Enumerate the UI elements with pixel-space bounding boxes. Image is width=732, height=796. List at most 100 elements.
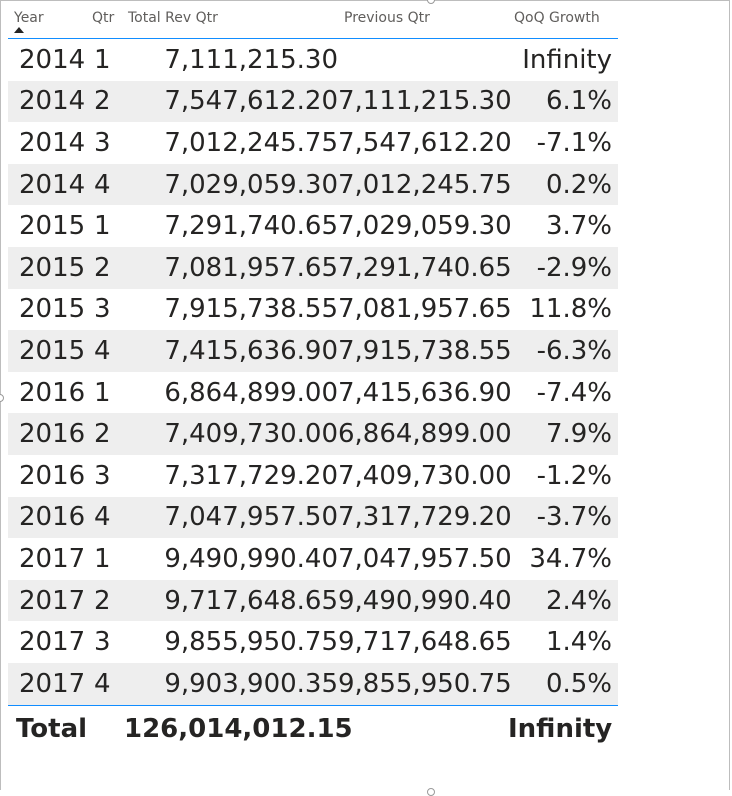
qtr-cell: 1 [94,543,111,574]
previous-qtr-cell: 7,547,612.20 [338,127,512,158]
total-qoq-value: Infinity [508,704,618,752]
year-cell: 2017 [8,662,88,705]
qtr-cell: 3 [94,127,111,158]
qoq-growth-cell: -6.3% [508,330,618,372]
table-row[interactable]: 2017 4 9,903,900.35 9,855,950.75 0.5% [8,662,618,705]
total-rev-cell: 9,855,950.75 [164,627,338,658]
year-cell: 2016 [19,460,86,491]
total-rev-cell: 9,490,990.40 [164,543,338,574]
total-rev-cell: 7,291,740.65 [164,211,338,242]
previous-qtr-cell: 7,915,738.55 [338,330,512,372]
qtr-cell: 1 [94,211,111,242]
year-cell: 2014 [8,80,88,123]
previous-qtr-cell: 7,029,059.30 [338,211,512,242]
total-rev-cell: 9,903,900.35 [124,662,338,705]
qoq-growth-cell: 3.7% [545,211,612,242]
column-header-year[interactable]: Year [8,0,88,39]
previous-qtr-cell: 7,047,957.50 [338,543,512,574]
table-row[interactable]: 2017 3 9,855,950.75 9,717,648.65 1.4% [8,621,618,663]
table-row[interactable]: 2014 3 7,012,245.75 7,547,612.20 -7.1% [8,122,618,164]
table-row[interactable]: 2016 4 7,047,957.50 7,317,729.20 -3.7% [8,496,618,539]
qoq-growth-cell: 1.4% [545,627,612,658]
table-row[interactable]: 2017 2 9,717,648.65 9,490,990.40 2.4% [8,579,618,622]
qoq-growth-cell: -1.2% [536,460,612,491]
table-row[interactable]: 2016 1 6,864,899.00 7,415,636.90 -7.4% [8,372,618,414]
year-cell: 2016 [19,377,86,408]
total-rev-cell: 7,317,729.20 [164,460,338,491]
qtr-cell: 2 [88,246,124,289]
table-row[interactable]: 2017 1 9,490,990.40 7,047,957.50 34.7% [8,538,618,580]
qoq-growth-cell: 0.2% [508,163,618,206]
column-header-qoq-growth-label: QoQ Growth [514,10,600,26]
column-header-qoq-growth[interactable]: QoQ Growth [508,0,618,39]
qoq-growth-cell: 2.4% [508,579,618,622]
qtr-cell: 2 [88,80,124,123]
column-header-year-label: Year [14,10,44,26]
total-rev-cell: 7,915,738.55 [164,294,338,325]
qtr-cell: 2 [88,413,124,455]
column-header-total-rev[interactable]: Total Rev Qtr [124,0,338,39]
year-cell: 2015 [19,211,86,242]
table-row[interactable]: 2014 4 7,029,059.30 7,012,245.75 0.2% [8,163,618,206]
previous-qtr-cell: 9,717,648.65 [338,627,512,658]
total-rev-cell: 7,415,636.90 [124,330,338,372]
qoq-growth-cell: 34.7% [529,543,612,574]
quarterly-revenue-table: Year Qtr Total Rev Qtr Previous Qtr QoQ … [8,0,618,752]
year-cell: 2017 [19,627,86,658]
table-row[interactable]: 2015 1 7,291,740.65 7,029,059.30 3.7% [8,205,618,247]
table-row[interactable]: 2016 3 7,317,729.20 7,409,730.00 -1.2% [8,455,618,497]
total-rev-cell: 7,409,730.00 [124,413,338,455]
previous-qtr-cell: 7,317,729.20 [338,496,512,539]
qoq-growth-cell: -7.4% [536,377,612,408]
previous-qtr-cell: 7,012,245.75 [338,163,512,206]
previous-qtr-cell: 7,409,730.00 [338,460,512,491]
year-cell: 2014 [19,127,86,158]
total-rev-cell: 7,029,059.30 [124,163,338,206]
table-visual: Year Qtr Total Rev Qtr Previous Qtr QoQ … [8,0,618,752]
qtr-cell: 4 [88,163,124,206]
previous-qtr-cell: 7,415,636.90 [338,377,512,408]
sort-ascending-icon [14,27,24,33]
column-header-previous-qtr[interactable]: Previous Qtr [338,0,508,39]
column-header-previous-qtr-label: Previous Qtr [344,10,430,26]
total-rev-cell: 7,047,957.50 [124,496,338,539]
resize-handle-bottom[interactable] [427,788,435,796]
total-rev-cell: 9,717,648.65 [124,579,338,622]
table-row[interactable]: 2016 2 7,409,730.00 6,864,899.00 7.9% [8,413,618,455]
year-cell: 2015 [8,330,88,372]
column-header-qtr[interactable]: Qtr [88,0,124,39]
table-row[interactable]: 2015 4 7,415,636.90 7,915,738.55 -6.3% [8,330,618,372]
qtr-cell: 3 [94,460,111,491]
qtr-cell: 3 [94,294,111,325]
year-cell: 2015 [19,294,86,325]
total-rev-cell: 7,081,957.65 [124,246,338,289]
total-rev-cell: 7,547,612.20 [124,80,338,123]
qoq-growth-cell: Infinity [522,44,612,75]
year-cell: 2014 [8,163,88,206]
qtr-cell: 4 [88,496,124,539]
previous-qtr-cell: 7,291,740.65 [338,246,512,289]
previous-qtr-cell [338,39,508,81]
year-cell: 2017 [8,579,88,622]
total-rev-cell: 7,111,215.30 [164,44,338,75]
qtr-cell: 1 [94,44,111,75]
year-cell: 2016 [8,496,88,539]
table-row[interactable]: 2014 1 7,111,215.30 Infinity [8,39,618,81]
qoq-growth-cell: 7.9% [508,413,618,455]
qtr-cell: 2 [88,579,124,622]
table-row[interactable]: 2014 2 7,547,612.20 7,111,215.30 6.1% [8,80,618,123]
header-row: Year Qtr Total Rev Qtr Previous Qtr QoQ … [8,0,618,39]
total-rev-cell: 6,864,899.00 [164,377,338,408]
qtr-cell: 1 [94,377,111,408]
qoq-growth-cell: -3.7% [508,496,618,539]
previous-qtr-cell: 9,855,950.75 [338,662,512,705]
column-header-total-rev-label: Total Rev Qtr [128,10,218,26]
qtr-cell: 4 [88,330,124,372]
qoq-growth-cell: -2.9% [508,246,618,289]
previous-qtr-cell: 7,081,957.65 [338,294,512,325]
qoq-growth-cell: 11.8% [529,294,612,325]
total-label: Total [8,704,124,752]
table-row[interactable]: 2015 3 7,915,738.55 7,081,957.65 11.8% [8,289,618,331]
table-row[interactable]: 2015 2 7,081,957.65 7,291,740.65 -2.9% [8,246,618,289]
year-cell: 2015 [8,246,88,289]
